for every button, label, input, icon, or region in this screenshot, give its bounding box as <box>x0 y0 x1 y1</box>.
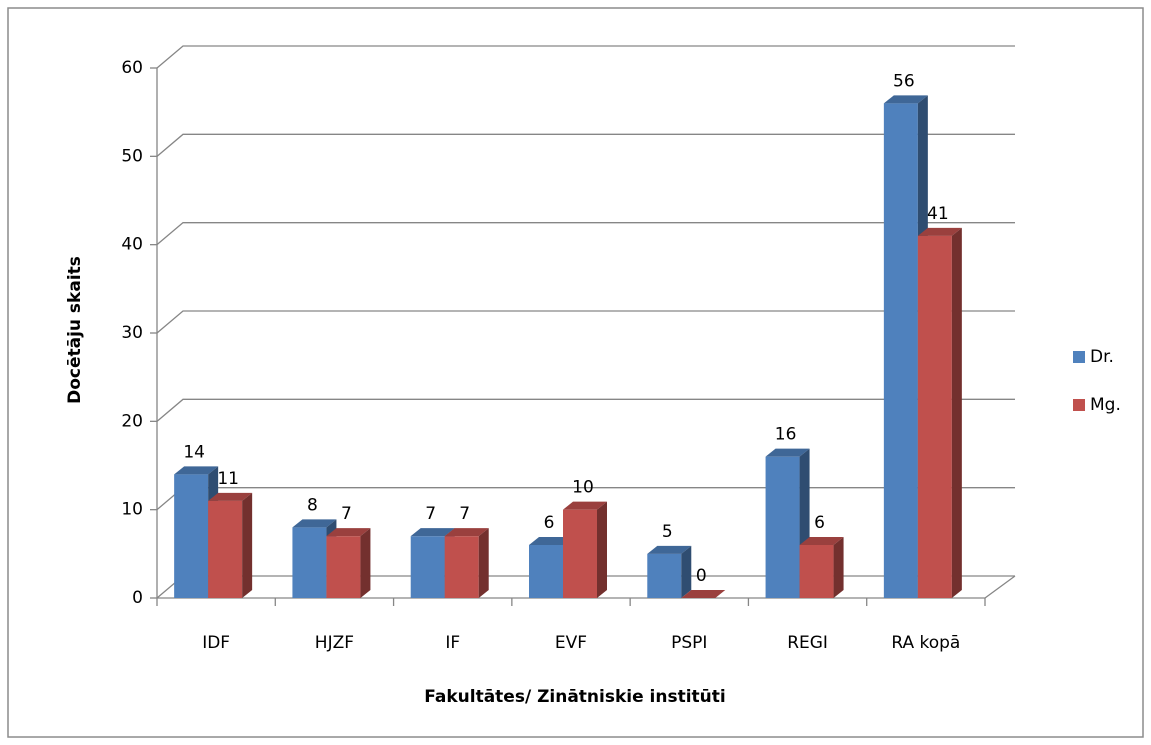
bar-front <box>647 553 682 598</box>
bar <box>326 528 371 598</box>
bar <box>208 492 253 598</box>
bar-front <box>529 545 563 598</box>
bar-top <box>444 528 489 537</box>
bar-front <box>765 456 800 598</box>
x-tick-label: PSPI <box>671 633 707 653</box>
grid-line <box>156 310 1015 334</box>
y-tick-label: 30 <box>121 323 143 343</box>
x-tick-label: REGI <box>787 633 828 653</box>
x-axis-title: Fakultātes/ Zinātniskie institūti <box>424 687 726 707</box>
bar-front <box>799 545 834 598</box>
data-label: 6 <box>544 513 555 533</box>
bar <box>444 528 489 598</box>
data-label: 7 <box>341 504 352 524</box>
bar-top <box>765 448 810 457</box>
data-label: 5 <box>662 522 673 542</box>
bar-side <box>597 501 607 598</box>
bar-side <box>478 528 489 598</box>
chart-border <box>7 7 1144 738</box>
bar-front <box>917 235 952 599</box>
x-tick-label: IDF <box>202 633 230 653</box>
bar-front <box>883 103 918 598</box>
bar <box>917 227 962 599</box>
bar-front <box>326 536 361 598</box>
y-tick-label: 50 <box>121 146 143 166</box>
bar-front <box>444 536 479 598</box>
bar-top <box>799 537 844 545</box>
bar-side <box>360 528 371 598</box>
data-label: 16 <box>775 425 797 445</box>
bar-top <box>681 590 726 598</box>
bar-top <box>326 528 371 537</box>
data-label: 10 <box>572 478 594 498</box>
bar-top <box>174 466 219 475</box>
legend-swatch <box>1073 351 1085 363</box>
grid-line <box>156 222 1015 246</box>
data-label: 56 <box>893 71 915 91</box>
y-axis-title: Docētāju skaits <box>65 256 85 404</box>
bar-top <box>529 537 573 545</box>
bar <box>563 501 607 598</box>
x-tick-label: RA kopā <box>891 633 960 653</box>
bar-side <box>951 227 962 599</box>
data-label: 14 <box>183 442 205 462</box>
data-label: 0 <box>696 566 707 586</box>
legend-swatch <box>1073 399 1085 411</box>
y-tick-label: 10 <box>121 500 143 520</box>
x-tick-label: EVF <box>555 633 587 653</box>
grid-line <box>156 133 1015 157</box>
bar-front <box>410 536 445 598</box>
y-tick-label: 20 <box>121 411 143 431</box>
bar-front <box>208 500 243 598</box>
grid-line <box>156 398 1015 422</box>
bar-front <box>563 509 597 598</box>
bar-top <box>883 95 928 104</box>
bar-top <box>208 492 253 501</box>
data-label: 7 <box>459 504 470 524</box>
legend-label: Dr. <box>1090 347 1114 367</box>
y-tick-label: 0 <box>132 588 143 608</box>
bar-side <box>833 537 844 598</box>
bar-front <box>292 527 327 598</box>
bar-top <box>410 528 455 537</box>
bar <box>681 590 726 598</box>
legend-label: Mg. <box>1090 395 1121 415</box>
bar-top <box>917 227 962 236</box>
bar-side <box>242 492 253 598</box>
bar-top <box>563 501 607 510</box>
data-label: 7 <box>425 504 436 524</box>
data-label: 8 <box>307 495 318 515</box>
data-label: 41 <box>927 204 949 224</box>
data-label: 6 <box>814 513 825 533</box>
bar-top <box>292 519 337 528</box>
bar-side <box>681 545 692 598</box>
bar <box>647 545 692 598</box>
bar-top <box>647 545 692 554</box>
y-tick-label: 60 <box>121 58 143 78</box>
bar <box>799 537 844 598</box>
x-tick-label: IF <box>445 633 460 653</box>
grid-line <box>156 45 1015 69</box>
y-tick-label: 40 <box>121 235 143 255</box>
bar-front <box>174 474 209 598</box>
data-label: 11 <box>217 469 239 489</box>
x-tick-label: HJZF <box>315 633 354 653</box>
